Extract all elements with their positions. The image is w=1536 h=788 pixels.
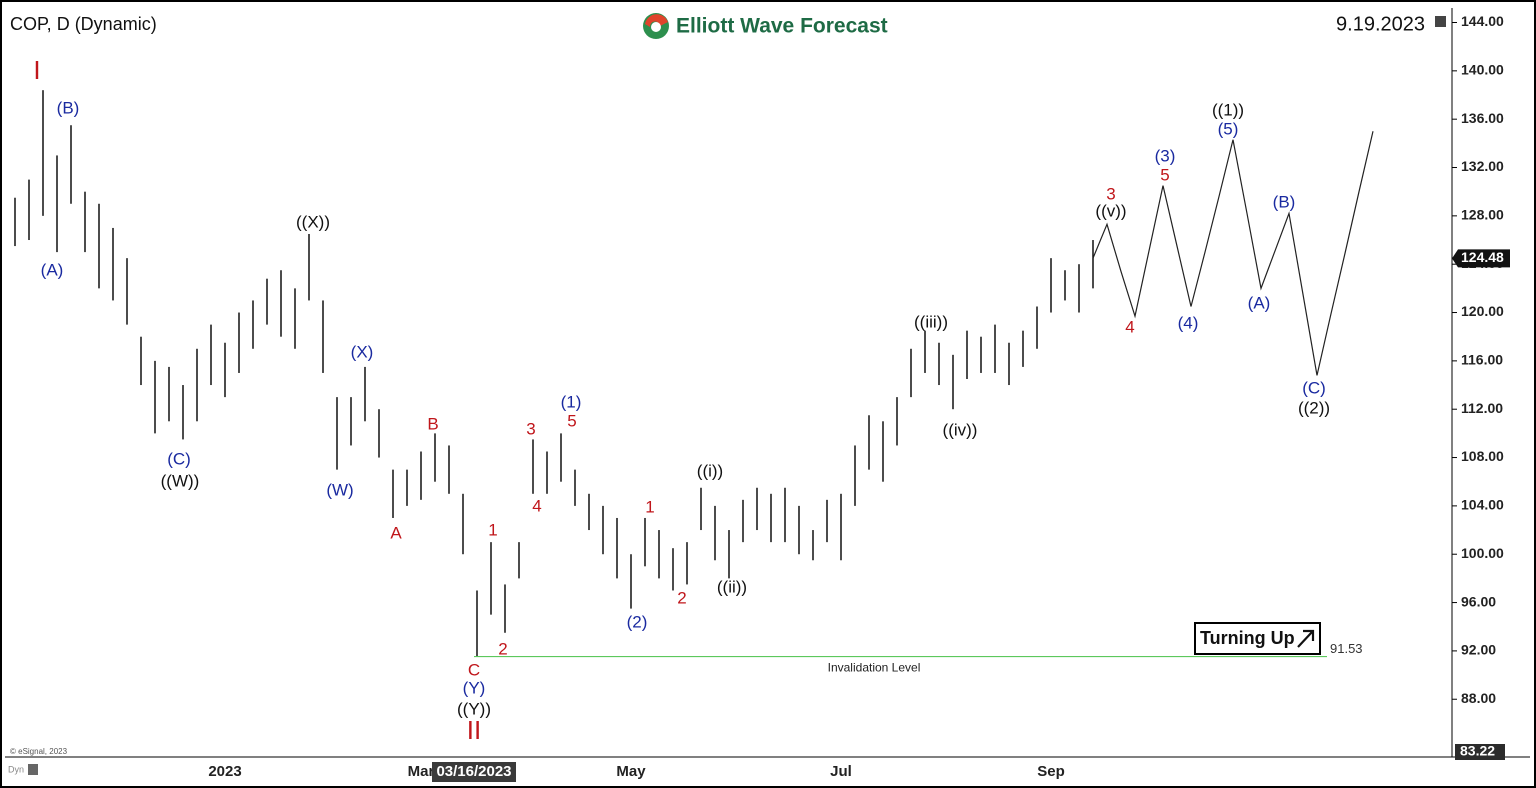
wave-label: ((Y)) <box>457 699 491 718</box>
brand-logo <box>643 13 669 39</box>
y-tick-label: 144.00 <box>1461 13 1504 29</box>
wave-label: ((ii)) <box>717 577 747 596</box>
wave-label: (X) <box>351 342 374 361</box>
wave-label: ((iii)) <box>914 312 948 331</box>
wave-label: (A) <box>1248 293 1271 312</box>
wave-label: (A) <box>41 260 64 279</box>
y-tick-label: 88.00 <box>1461 690 1496 706</box>
wave-label: (2) <box>627 612 648 631</box>
wave-label: (Y) <box>463 678 486 697</box>
y-tick-label: 136.00 <box>1461 110 1504 126</box>
wave-label: 4 <box>1125 317 1134 336</box>
wave-label: (W) <box>326 480 353 499</box>
wave-label: ((1)) <box>1212 100 1244 119</box>
wave-label: 2 <box>677 588 686 607</box>
copyright: © eSignal, 2023 <box>10 747 68 756</box>
wave-label: ((i)) <box>697 461 723 480</box>
wave-label: (5) <box>1218 119 1239 138</box>
symbol-title: COP, D (Dynamic) <box>10 14 157 34</box>
x-tick-label: Sep <box>1037 763 1065 780</box>
wave-label: (4) <box>1178 313 1199 332</box>
wave-label: B <box>427 414 438 433</box>
current-price-box <box>1452 249 1510 268</box>
wave-label: (3) <box>1155 146 1176 165</box>
wave-label: (B) <box>1273 192 1296 211</box>
wave-label: ((X)) <box>296 212 330 231</box>
signal-box: Turning Up <box>1194 622 1321 655</box>
y-tick-label: 128.00 <box>1461 207 1504 223</box>
wave-label: C <box>468 660 480 679</box>
y-tick-label: 92.00 <box>1461 642 1496 658</box>
wave-label: (B) <box>57 98 80 117</box>
crosshair-date: 03/16/2023 <box>436 763 511 780</box>
wave-label: 4 <box>532 496 541 515</box>
wave-label: II <box>467 715 481 745</box>
wave-label: 5 <box>567 411 576 430</box>
brand: Elliott Wave Forecast <box>676 15 888 38</box>
wave-label: I <box>33 55 40 85</box>
wave-label: ((iv)) <box>943 420 978 439</box>
wave-label: (C) <box>1302 378 1326 397</box>
wave-label: ((W)) <box>161 471 200 490</box>
dyn-label: Dyn <box>8 764 24 774</box>
projection-path <box>1092 131 1374 376</box>
dyn-icon[interactable] <box>28 764 38 775</box>
date-stamp: 9.19.2023 <box>1336 13 1425 35</box>
invalidation-value: 91.53 <box>1330 641 1363 656</box>
current-price: 124.48 <box>1461 249 1504 265</box>
x-tick-label: Mar <box>408 763 435 780</box>
x-tick-label: May <box>616 763 646 780</box>
y-tick-label: 120.00 <box>1461 303 1504 319</box>
axis-min-box <box>1455 744 1505 760</box>
x-tick-label: 2023 <box>208 763 241 780</box>
y-tick-label: 140.00 <box>1461 62 1504 78</box>
y-tick-label: 108.00 <box>1461 448 1504 464</box>
wave-label: 1 <box>488 520 497 539</box>
y-tick-label: 104.00 <box>1461 497 1504 513</box>
wave-label: ((2)) <box>1298 398 1330 417</box>
y-tick-label: 132.00 <box>1461 158 1504 174</box>
signal-text: Turning Up <box>1200 628 1295 648</box>
wave-label: ((v)) <box>1095 201 1126 220</box>
y-tick-label: 112.00 <box>1461 400 1503 416</box>
y-tick-label: 100.00 <box>1461 545 1504 561</box>
wave-label: 2 <box>498 639 507 658</box>
wave-label: (1) <box>561 392 582 411</box>
y-tick-label: 116.00 <box>1461 352 1503 368</box>
signal-arrow <box>1297 629 1315 648</box>
crosshair-date-box <box>432 762 516 782</box>
wave-label: A <box>390 523 402 542</box>
wave-label: 5 <box>1160 165 1169 184</box>
invalidation-label: Invalidation Level <box>828 661 921 675</box>
wave-label: (C) <box>167 449 191 468</box>
wave-label: 3 <box>1106 184 1115 203</box>
y-tick-label: 96.00 <box>1461 593 1496 609</box>
x-tick-label: Jul <box>830 763 852 780</box>
wave-label: 3 <box>526 419 535 438</box>
axis-min-label: 83.22 <box>1460 743 1495 759</box>
menu-icon[interactable] <box>1435 16 1446 27</box>
wave-label: 1 <box>645 497 654 516</box>
